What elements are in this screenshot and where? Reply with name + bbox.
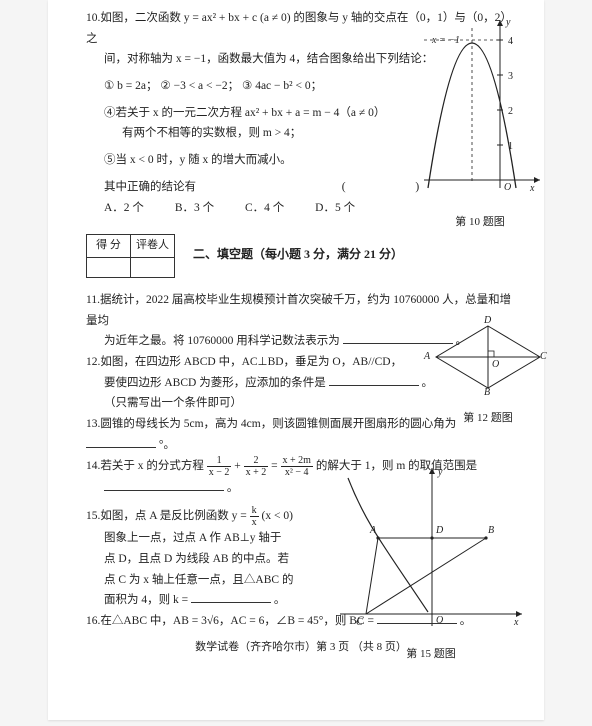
q10-q: 其中正确的结论有	[104, 181, 196, 193]
q12-C: C	[540, 348, 547, 366]
q11-l2: 为近年之最。将 10760000 用科学记数法表示为	[104, 335, 340, 347]
score-box: 得 分 评卷人	[86, 234, 175, 278]
q13-unit: °。	[159, 439, 175, 451]
q15-l1b: (x < 0)	[262, 510, 293, 522]
q15-figcap: 第 15 题图	[336, 645, 526, 665]
q12-l2: 要使四边形 ABCD 为菱形，应添加的条件是	[104, 377, 326, 389]
q10-c5: ⑤当 x < 0 时，y 随 x 的增大而减小。	[86, 150, 516, 171]
q12-D: D	[484, 312, 491, 330]
q12-l3: （只需写出一个条件即可）	[86, 393, 516, 414]
q14-frac1: 1x − 2	[207, 455, 232, 478]
q12-blank	[329, 373, 419, 386]
q10-intro2: 间，对称轴为 x = −1，函数最大值为 4，结合图象给出下列结论：	[86, 49, 516, 70]
q10-c1: ① b = 2a； ② −3 < a < −2； ③ 4ac − b² < 0；	[86, 76, 516, 97]
q15-l4: 点 C 为 x 轴上任意一点，且△ABC 的	[86, 570, 516, 591]
q15-l5: 面积为 4，则 k =	[104, 594, 188, 606]
q14-eq: =	[271, 461, 280, 473]
axis-x: x	[530, 180, 534, 198]
q10-optB: B．3 个	[175, 198, 214, 219]
q12-period: 。	[421, 377, 433, 389]
q14-period: 。	[227, 482, 239, 494]
q15-l1a: 15.如图，点 A 是反比例函数 y =	[86, 510, 250, 522]
grader-label: 评卷人	[131, 235, 175, 258]
q10-optC: C．4 个	[245, 198, 284, 219]
q15-blank	[191, 590, 271, 603]
q10-options: A．2 个 B．3 个 C．4 个 D．5 个	[86, 198, 516, 219]
q15-l2: 图象上一点，过点 A 作 AB⊥y 轴于	[86, 528, 516, 549]
q10-c4: ④若关于 x 的一元二次方程 ax² + bx + a = m − 4（a ≠ …	[86, 103, 516, 124]
q10-optD: D．5 个	[315, 198, 355, 219]
q14-plus: +	[234, 461, 243, 473]
q14-frac3: x + 2mx² − 4	[281, 455, 313, 478]
q16-blank	[377, 611, 457, 624]
q15-frac: kx	[250, 505, 259, 528]
section2-title: 二、填空题（每小题 3 分，满分 21 分）	[193, 244, 403, 266]
q16-period: 。	[460, 615, 472, 627]
q15-y: y	[438, 464, 442, 482]
q16-l1: 16.在△ABC 中，AB = 3√6，AC = 6，∠B = 45°，则 BC…	[86, 615, 374, 627]
q15-period: 。	[274, 594, 286, 606]
q10-c4b: 有两个不相等的实数根，则 m > 4；	[86, 123, 516, 144]
q14-frac2: 2x + 2	[244, 455, 269, 478]
q10-optA: A．2 个	[104, 198, 144, 219]
q10-intro: 10.如图，二次函数 y = ax² + bx + c (a ≠ 0) 的图象与…	[86, 8, 516, 49]
q15-l3: 点 D，且点 D 为线段 AB 的中点。若	[86, 549, 516, 570]
q13-l1: 13.圆锥的母线长为 5cm，高为 4cm，则该圆锥侧面展开图扇形的圆心角为	[86, 418, 456, 430]
q10-paren: ( )	[342, 181, 451, 193]
q13-blank	[86, 435, 156, 448]
q12-l1: 12.如图，在四边形 ABCD 中，AC⊥BD，垂足为 O，AB//CD，	[86, 352, 516, 373]
score-label: 得 分	[87, 235, 131, 258]
q14-l1a: 14.若关于 x 的分式方程	[86, 461, 207, 473]
q14-blank	[104, 478, 224, 491]
